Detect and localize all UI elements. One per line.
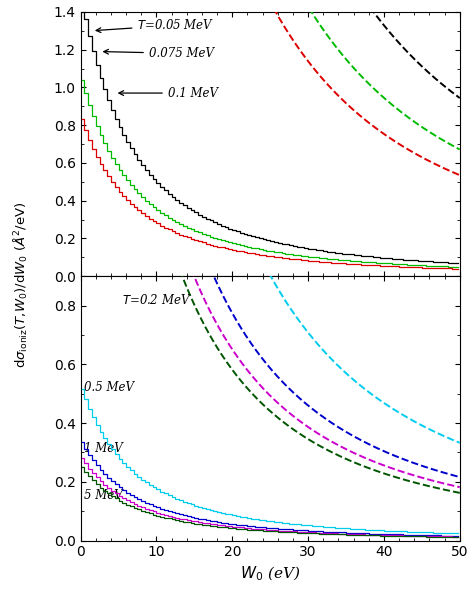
Text: 1 MeV: 1 MeV (84, 441, 123, 454)
Text: $T$=0.2 MeV: $T$=0.2 MeV (122, 293, 192, 307)
Text: 0.075 MeV: 0.075 MeV (104, 47, 214, 60)
Text: 5 MeV: 5 MeV (84, 488, 123, 501)
X-axis label: $W_0$ (eV): $W_0$ (eV) (240, 565, 301, 583)
Text: d$\sigma_{\rm ioniz}$($T$,$W_0$)/d$W_0$ ($\AA^2$/eV): d$\sigma_{\rm ioniz}$($T$,$W_0$)/d$W_0$ … (12, 202, 30, 368)
Text: 0.5 MeV: 0.5 MeV (84, 381, 134, 394)
Text: $T$=0.05 MeV: $T$=0.05 MeV (96, 18, 215, 33)
Text: 0.1 MeV: 0.1 MeV (119, 87, 218, 100)
